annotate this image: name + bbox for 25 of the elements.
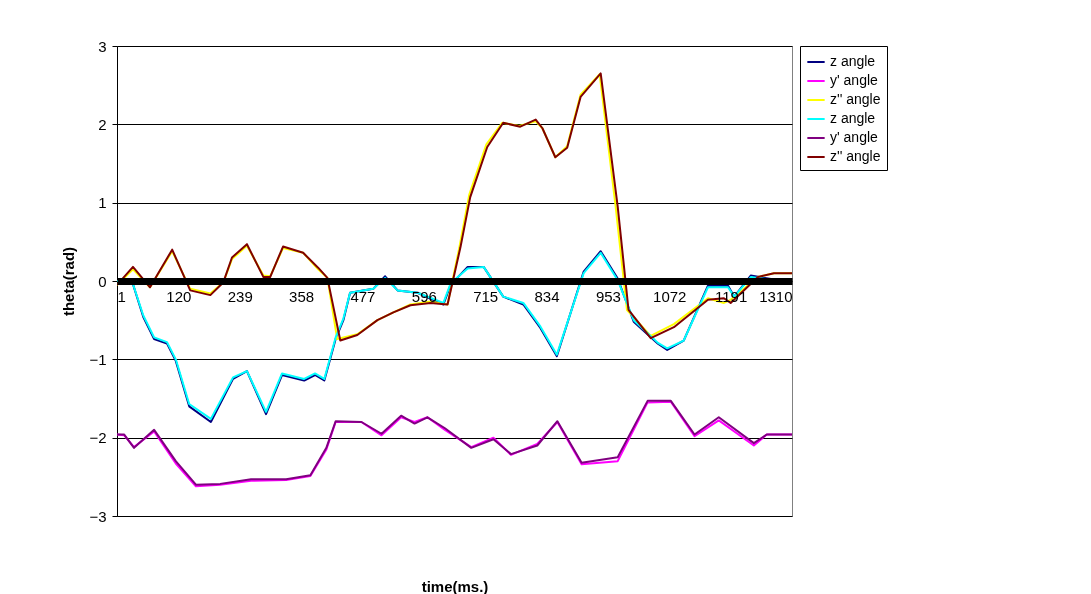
x-axis-title: time(ms.)	[421, 577, 489, 594]
y-tick-label: −3	[89, 507, 107, 525]
legend-label: z angle	[830, 110, 876, 126]
x-tick-label: 953	[595, 287, 621, 305]
x-tick-label: 239	[227, 287, 253, 305]
x-tick-label: 477	[350, 287, 376, 305]
x-tick-label: 120	[166, 287, 192, 305]
x-tick-label: 834	[534, 287, 560, 305]
x-tick-label: 1072	[653, 287, 687, 305]
y-tick-label: 1	[98, 194, 107, 212]
x-tick-label: 1310	[759, 287, 793, 305]
legend-label: z'' angle	[830, 148, 881, 164]
legend-label: y' angle	[830, 129, 879, 145]
x-tick-label: 1	[117, 287, 126, 305]
y-axis-title: theta(rad)	[60, 246, 78, 317]
y-tick-label: −1	[89, 350, 107, 368]
x-tick-label: 715	[473, 287, 499, 305]
legend-label: y' angle	[830, 72, 879, 88]
y-tick-label: 2	[98, 115, 107, 133]
y-tick-label: 0	[98, 272, 107, 290]
legend-label: z angle	[830, 53, 876, 69]
y-tick-label: −2	[89, 429, 107, 447]
y-tick-label: 3	[98, 37, 107, 55]
legend-label: z'' angle	[830, 91, 881, 107]
x-tick-label: 358	[289, 287, 315, 305]
